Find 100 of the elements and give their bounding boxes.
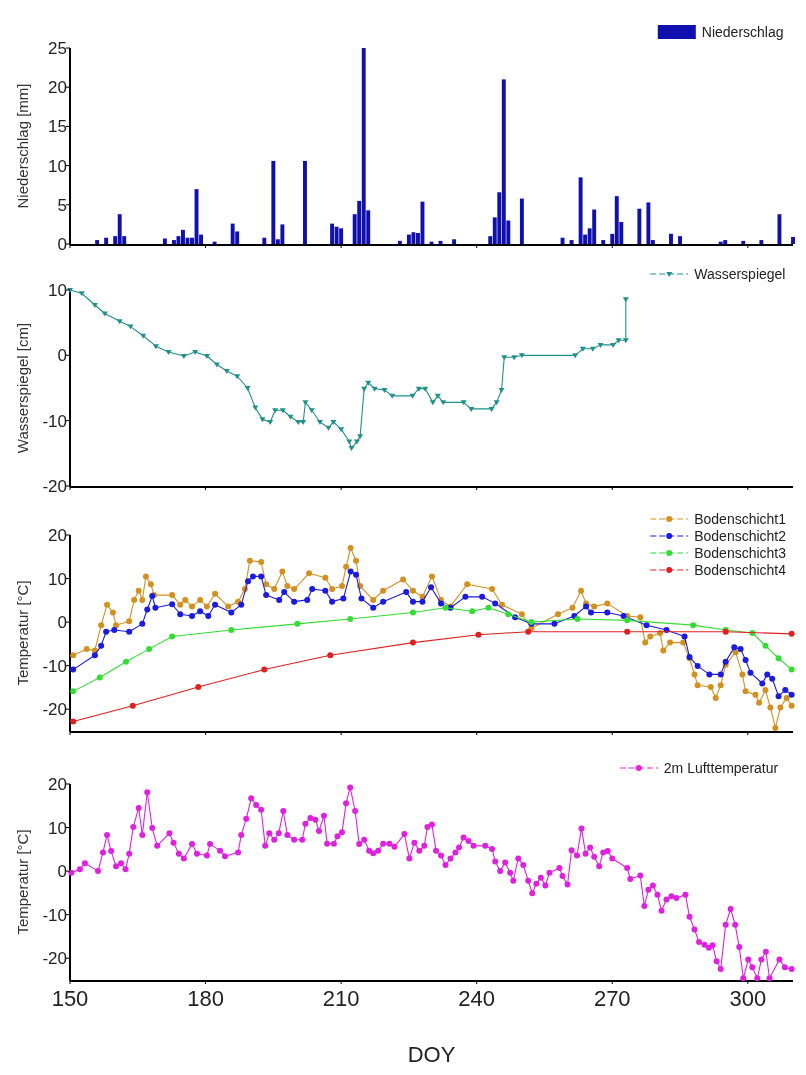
bar	[397, 240, 402, 244]
legend-label: Bodenschicht2	[694, 528, 787, 544]
bar	[339, 228, 344, 244]
bar	[452, 239, 457, 244]
y-tick-label: 0	[57, 235, 67, 254]
point	[624, 628, 631, 635]
y-tick-label: -10	[42, 411, 67, 431]
legend-label: 2m Lufttemperatur	[663, 760, 779, 776]
bar	[271, 160, 276, 244]
point	[469, 608, 476, 615]
x-tick-label: 240	[458, 986, 496, 1011]
y-tick-label: 20	[48, 775, 67, 794]
bar	[646, 202, 651, 244]
point	[228, 626, 235, 633]
bar	[330, 223, 335, 244]
point	[347, 616, 354, 623]
bar	[592, 209, 597, 244]
x-tick-label: 300	[729, 986, 767, 1011]
x-tick-label: 150	[51, 986, 89, 1011]
point	[788, 666, 795, 673]
point	[442, 604, 449, 611]
bar	[280, 224, 285, 244]
point	[505, 611, 512, 618]
legend-label: Bodenschicht3	[694, 545, 787, 561]
point	[195, 684, 202, 691]
bar	[262, 237, 267, 244]
bar	[230, 223, 235, 244]
y-tick-label: 10	[48, 569, 67, 589]
bar	[777, 214, 782, 244]
point	[70, 718, 77, 725]
bar	[560, 237, 565, 244]
bar	[741, 240, 746, 244]
point	[775, 655, 782, 662]
point	[762, 642, 769, 649]
point	[96, 674, 103, 681]
y-tick-label: -20	[42, 700, 67, 720]
bar	[406, 234, 411, 244]
y-axis-title: Temperatur [°C]	[14, 829, 31, 935]
point	[485, 604, 492, 611]
x-axis-title: DOY	[407, 1042, 456, 1067]
point	[409, 609, 416, 616]
legend-label: Wasserspiegel	[694, 266, 786, 282]
y-axis-title: Wasserspiegel [cm]	[14, 322, 31, 454]
bar	[723, 240, 728, 244]
bar	[759, 240, 764, 244]
bar	[578, 177, 583, 244]
point	[475, 631, 482, 638]
y-axis-title: Temperatur [°C]	[14, 580, 31, 686]
y-tick-label: 0	[57, 862, 67, 882]
point	[146, 646, 153, 653]
point	[129, 702, 136, 709]
x-tick-label: 210	[322, 986, 360, 1011]
bar	[162, 238, 167, 244]
point	[123, 658, 130, 665]
point	[788, 630, 795, 637]
x-tick-label: 180	[187, 986, 224, 1011]
bar	[104, 237, 109, 244]
point	[261, 666, 268, 673]
y-tick-label: 5	[57, 195, 67, 215]
legend-label: Niederschlag	[701, 24, 784, 40]
bar	[95, 240, 100, 244]
bar	[171, 240, 176, 244]
point	[624, 617, 631, 624]
y-tick-label: 0	[57, 613, 67, 633]
legend-label: Bodenschicht4	[694, 562, 787, 578]
point	[294, 620, 301, 627]
bar	[334, 226, 339, 244]
point	[327, 652, 334, 659]
y-tick-label: -10	[42, 656, 67, 676]
y-tick-label: 20	[48, 78, 67, 98]
y-tick-label: -10	[42, 905, 67, 925]
bar	[791, 236, 795, 244]
bar	[669, 233, 673, 244]
legend-label: Bodenschicht1	[694, 511, 787, 527]
y-tick-label: 15	[48, 117, 67, 137]
y-tick-label: 10	[48, 156, 67, 176]
y-tick-label: 10	[48, 818, 67, 838]
bar	[411, 232, 416, 244]
bar	[361, 48, 366, 244]
point	[574, 616, 581, 623]
x-tick-label: 270	[593, 986, 631, 1011]
bar	[117, 214, 122, 244]
y-tick-label: 0	[57, 346, 67, 366]
bar	[303, 160, 307, 244]
y-axis-title: Niederschlag [mm]	[14, 83, 31, 209]
bar	[614, 196, 619, 244]
y-tick-label: 25	[48, 39, 67, 58]
bar	[601, 240, 606, 244]
point	[70, 688, 77, 695]
bar	[678, 236, 682, 244]
bar	[501, 79, 506, 244]
point	[409, 639, 416, 646]
y-tick-label: 10	[48, 281, 67, 300]
y-tick-label: -20	[42, 949, 67, 969]
bar	[637, 208, 642, 244]
y-tick-label: -20	[42, 477, 67, 496]
bar	[519, 198, 524, 244]
point	[690, 622, 697, 629]
point	[169, 633, 176, 640]
bar	[569, 240, 574, 244]
